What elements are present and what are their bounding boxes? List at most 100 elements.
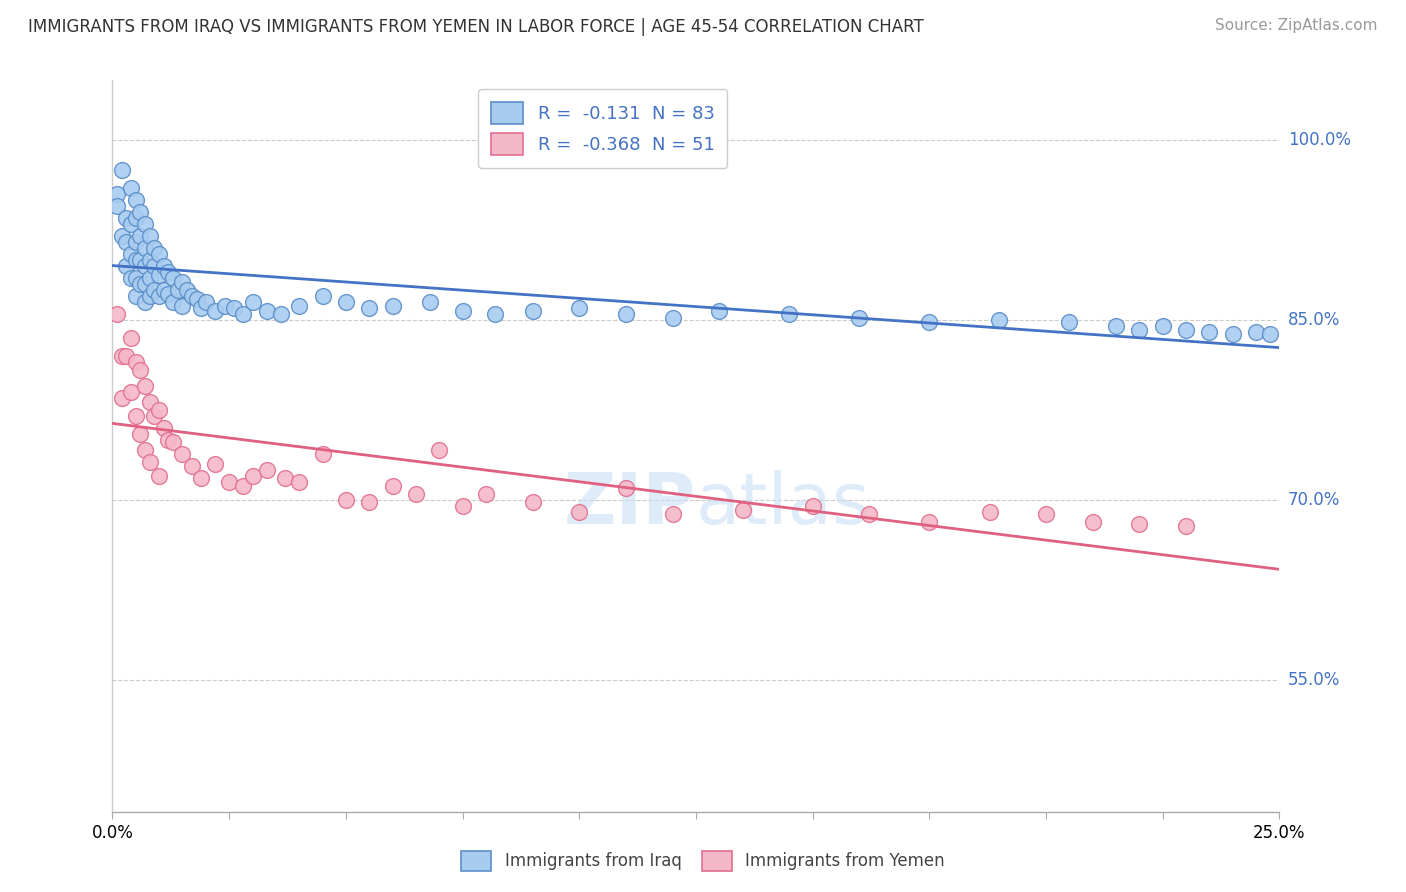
Point bbox=[1035, 508, 1057, 522]
Point bbox=[1244, 325, 1267, 339]
Point bbox=[134, 295, 156, 310]
Point bbox=[335, 295, 357, 310]
Point bbox=[180, 289, 202, 303]
Point bbox=[143, 409, 166, 423]
Point bbox=[186, 292, 208, 306]
Point bbox=[120, 385, 142, 400]
Point bbox=[1258, 327, 1281, 342]
Text: ZIP: ZIP bbox=[564, 470, 696, 539]
Point bbox=[311, 447, 333, 461]
Point bbox=[134, 379, 156, 393]
Point bbox=[162, 295, 184, 310]
Point bbox=[172, 299, 194, 313]
Point bbox=[162, 271, 184, 285]
Point bbox=[405, 487, 427, 501]
Point bbox=[129, 363, 152, 377]
Point bbox=[105, 199, 128, 213]
Point bbox=[143, 283, 166, 297]
Point bbox=[858, 508, 880, 522]
Point bbox=[274, 471, 297, 485]
Point bbox=[979, 505, 1001, 519]
Point bbox=[111, 349, 134, 363]
Point bbox=[568, 505, 591, 519]
Point bbox=[166, 283, 188, 297]
Point bbox=[120, 247, 142, 261]
Point bbox=[180, 459, 202, 474]
Point bbox=[157, 265, 180, 279]
Point bbox=[190, 301, 212, 315]
Point bbox=[153, 421, 176, 435]
Point bbox=[148, 403, 170, 417]
Point bbox=[157, 286, 180, 301]
Point bbox=[134, 241, 156, 255]
Text: IMMIGRANTS FROM IRAQ VS IMMIGRANTS FROM YEMEN IN LABOR FORCE | AGE 45-54 CORRELA: IMMIGRANTS FROM IRAQ VS IMMIGRANTS FROM … bbox=[28, 18, 924, 36]
Point bbox=[139, 253, 162, 268]
Legend: Immigrants from Iraq, Immigrants from Yemen: Immigrants from Iraq, Immigrants from Ye… bbox=[453, 842, 953, 880]
Point bbox=[661, 508, 683, 522]
Point bbox=[475, 487, 498, 501]
Point bbox=[148, 289, 170, 303]
Point bbox=[148, 247, 170, 261]
Text: Source: ZipAtlas.com: Source: ZipAtlas.com bbox=[1215, 18, 1378, 33]
Point bbox=[172, 447, 194, 461]
Point bbox=[129, 427, 152, 442]
Point bbox=[139, 454, 162, 468]
Point bbox=[105, 187, 128, 202]
Point bbox=[256, 463, 278, 477]
Point bbox=[988, 313, 1011, 327]
Point bbox=[522, 303, 544, 318]
Point bbox=[125, 235, 148, 249]
Point bbox=[419, 295, 441, 310]
Point bbox=[918, 316, 941, 330]
Point bbox=[148, 469, 170, 483]
Point bbox=[451, 499, 474, 513]
Point bbox=[204, 457, 226, 471]
Point bbox=[194, 295, 217, 310]
Point bbox=[120, 271, 142, 285]
Point bbox=[125, 211, 148, 226]
Point bbox=[134, 442, 156, 457]
Point bbox=[125, 289, 148, 303]
Point bbox=[256, 303, 278, 318]
Point bbox=[801, 499, 824, 513]
Point bbox=[335, 492, 357, 507]
Point bbox=[1128, 323, 1150, 337]
Point bbox=[139, 229, 162, 244]
Point bbox=[484, 307, 506, 321]
Point bbox=[120, 181, 142, 195]
Point bbox=[129, 253, 152, 268]
Point bbox=[1081, 515, 1104, 529]
Point bbox=[120, 331, 142, 345]
Point bbox=[115, 349, 138, 363]
Point bbox=[139, 271, 162, 285]
Point bbox=[190, 471, 212, 485]
Point bbox=[134, 217, 156, 231]
Point bbox=[232, 478, 254, 492]
Point bbox=[522, 495, 544, 509]
Point bbox=[218, 475, 240, 489]
Point bbox=[115, 211, 138, 226]
Point bbox=[222, 301, 245, 315]
Text: 100.0%: 100.0% bbox=[1288, 131, 1351, 149]
Point bbox=[214, 299, 236, 313]
Point bbox=[143, 241, 166, 255]
Point bbox=[204, 303, 226, 318]
Point bbox=[1128, 516, 1150, 531]
Point bbox=[918, 515, 941, 529]
Point bbox=[311, 289, 333, 303]
Point bbox=[848, 310, 870, 325]
Point bbox=[1175, 323, 1198, 337]
Point bbox=[614, 481, 637, 495]
Point bbox=[1175, 519, 1198, 533]
Point bbox=[129, 205, 152, 219]
Point bbox=[153, 283, 176, 297]
Point bbox=[139, 394, 162, 409]
Point bbox=[1059, 316, 1081, 330]
Point bbox=[115, 235, 138, 249]
Point bbox=[1198, 325, 1220, 339]
Point bbox=[709, 303, 731, 318]
Point bbox=[125, 409, 148, 423]
Point bbox=[139, 289, 162, 303]
Point bbox=[242, 469, 264, 483]
Point bbox=[176, 283, 198, 297]
